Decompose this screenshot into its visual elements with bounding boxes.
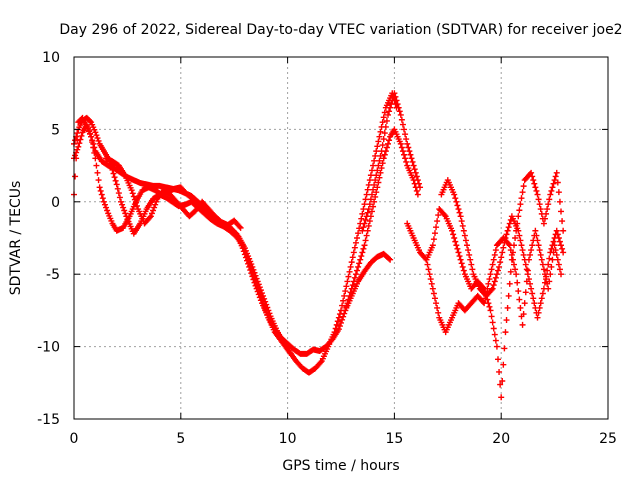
series-arc4 (103, 155, 244, 231)
x-tick-label: 25 (599, 431, 617, 447)
axis-ticks (73, 56, 609, 420)
data-series (71, 90, 567, 401)
data-point-markers (404, 169, 567, 401)
y-tick-label: -5 (46, 267, 60, 283)
x-tick-label: 5 (176, 431, 185, 447)
data-point-markers (438, 177, 567, 321)
y-tick-label: -10 (37, 340, 60, 356)
y-tick-label: 5 (51, 122, 60, 138)
data-point-markers (342, 250, 394, 314)
plot-frame (73, 56, 609, 420)
y-tick-label: -15 (37, 412, 60, 428)
data-point-markers (103, 155, 244, 231)
x-tick-label: 15 (385, 431, 403, 447)
grid-lines (74, 57, 608, 419)
series-arc6 (359, 90, 424, 234)
chart-title: Day 296 of 2022, Sidereal Day-to-day VTE… (59, 22, 622, 38)
data-point-markers (71, 114, 421, 357)
series-arc5 (342, 250, 394, 314)
data-point-markers (359, 90, 424, 234)
x-tick-label: 0 (70, 431, 79, 447)
series-arc3 (71, 114, 421, 357)
y-tick-label: 10 (42, 50, 60, 66)
series-arc7 (404, 169, 567, 401)
x-tick-labels: 0 5 10 15 20 25 (70, 431, 617, 447)
series-arc9 (438, 177, 567, 321)
y-tick-label: 0 (51, 195, 60, 211)
y-axis-label: SDTVAR / TECUs (8, 181, 24, 296)
y-tick-labels: -15 -10 -5 0 5 10 (37, 50, 60, 428)
x-axis-label: GPS time / hours (282, 458, 399, 474)
x-tick-label: 20 (492, 431, 510, 447)
x-tick-label: 10 (279, 431, 297, 447)
